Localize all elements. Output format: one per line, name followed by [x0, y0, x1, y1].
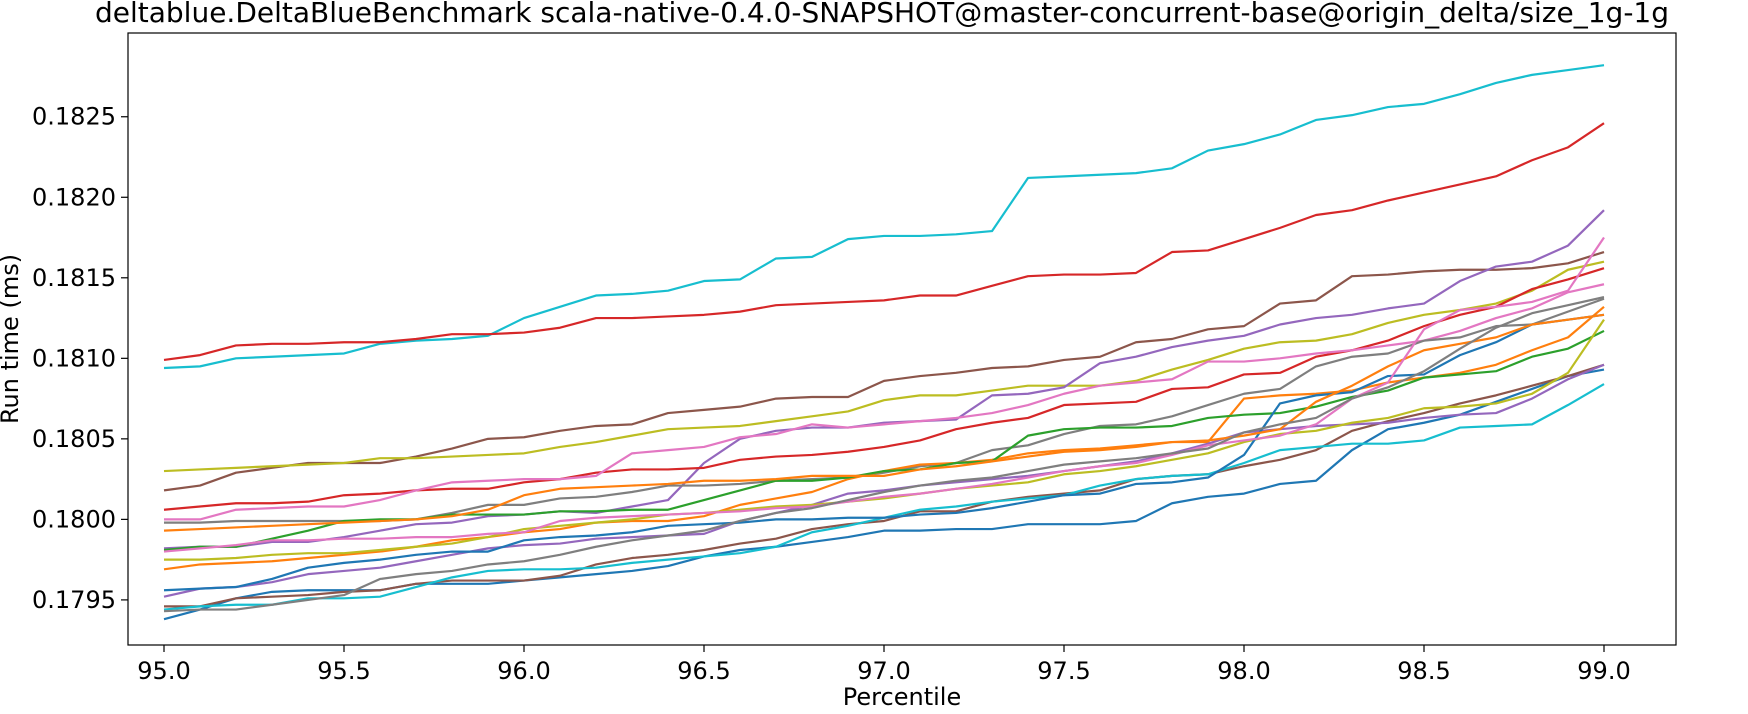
y-tick-label: 0.1795 [32, 586, 116, 614]
plot-frame [127, 32, 1677, 646]
x-tick-label: 96.0 [497, 657, 550, 685]
y-tick-label: 0.1800 [32, 505, 116, 533]
y-axis: 0.1795 0.1800 0.1805 0.1810 0.1815 0.1820 0.18… [32, 103, 128, 614]
series-line-18 [163, 236, 1605, 553]
x-tick-label: 97.5 [1037, 657, 1090, 685]
x-tick-label: 95.5 [317, 657, 370, 685]
series-line-4 [163, 260, 1605, 473]
series-line-1 [163, 64, 1605, 370]
series-line-14 [164, 319, 1605, 561]
series-layer [163, 64, 1605, 621]
series-line-19 [163, 296, 1605, 613]
series-line-8 [164, 297, 1605, 524]
x-axis-label: Percentile [843, 683, 961, 710]
x-tick-label: 99.0 [1577, 657, 1630, 685]
y-tick-label: 0.1815 [32, 264, 116, 292]
series-line-17 [163, 313, 1605, 532]
y-tick-label: 0.1820 [32, 183, 116, 211]
x-axis: 95.0 95.5 96.0 96.5 97.0 97.5 98.0 98.5 99.0 [137, 645, 1631, 685]
y-tick-label: 0.1805 [32, 425, 116, 453]
series-line-16 [163, 313, 1605, 592]
series-line-3 [163, 250, 1605, 492]
x-tick-label: 98.0 [1217, 657, 1270, 685]
y-tick-label: 0.1810 [32, 344, 116, 372]
series-line-7 [164, 283, 1605, 521]
series-line-13 [163, 363, 1605, 598]
series-line-5 [163, 209, 1605, 550]
series-line-2 [163, 122, 1605, 362]
x-tick-label: 95.0 [137, 657, 190, 685]
x-tick-label: 98.5 [1397, 657, 1450, 685]
chart-title: deltablue.DeltaBlueBenchmark scala-nativ… [95, 0, 1669, 29]
y-axis-label: Run time (ms) [0, 254, 24, 424]
series-line-12 [164, 363, 1605, 608]
x-tick-label: 97.0 [857, 657, 910, 685]
y-tick-label: 0.1825 [32, 103, 116, 131]
series-line-6 [163, 267, 1605, 511]
x-tick-label: 96.5 [677, 657, 730, 685]
